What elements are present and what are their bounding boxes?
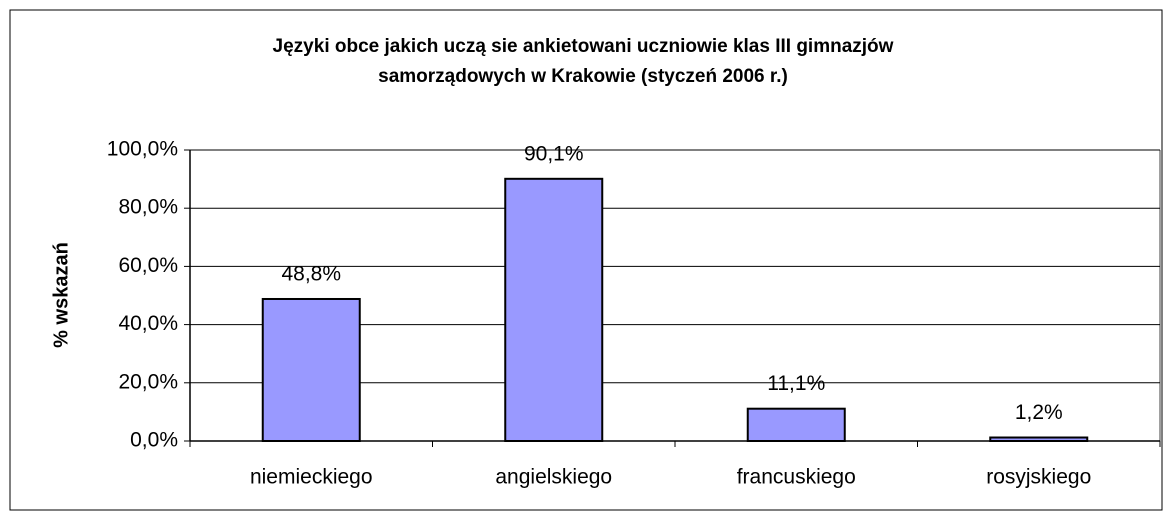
- y-tick-label: 100,0%: [107, 138, 178, 161]
- data-label: 11,1%: [767, 372, 825, 395]
- y-tick-label: 0,0%: [130, 429, 178, 452]
- x-tick-label: niemieckiego: [250, 466, 373, 489]
- data-label: 48,8%: [281, 263, 341, 286]
- bar: [989, 436, 1089, 442]
- y-tick-label: 80,0%: [118, 196, 178, 219]
- chart-title: samorządowych w Krakowie (styczeń 2006 r…: [378, 66, 788, 87]
- data-label: 90,1%: [524, 142, 584, 165]
- data-label: 1,2%: [1015, 401, 1063, 424]
- x-tick-label: angielskiego: [495, 466, 612, 489]
- chart-title: Języki obce jakich uczą sie ankietowani …: [273, 36, 894, 57]
- y-tick-label: 60,0%: [118, 254, 178, 277]
- y-tick-label: 20,0%: [118, 370, 178, 393]
- bar: [746, 407, 846, 443]
- x-tick-label: rosyjskiego: [986, 466, 1091, 489]
- x-tick-label: francuskiego: [737, 466, 856, 489]
- y-tick-label: 40,0%: [118, 312, 178, 335]
- bar: [261, 297, 361, 442]
- y-axis-label: % wskazań: [50, 242, 72, 348]
- bar: [504, 177, 604, 443]
